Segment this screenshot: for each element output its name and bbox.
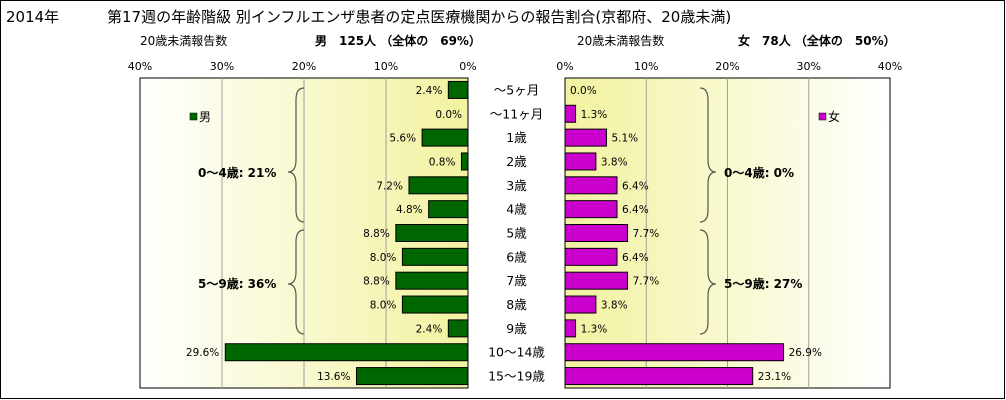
male-bar xyxy=(401,247,469,266)
female-brace-0-4 xyxy=(699,87,717,223)
category-label: 5歳 xyxy=(506,226,527,241)
female-bar xyxy=(564,367,754,386)
category-label: ～11ヶ月 xyxy=(490,106,543,121)
male-tick-label: 20% xyxy=(292,60,316,73)
female-total-label: 女 78人 （全体の 50%） xyxy=(738,33,896,48)
male-value-label: 29.6% xyxy=(186,347,219,359)
male-value-label: 8.8% xyxy=(363,276,390,288)
male-value-label: 8.0% xyxy=(370,300,397,312)
male-bracket-label-5-9: 5～9歳: 36% xyxy=(198,276,276,291)
category-label: 8歳 xyxy=(506,297,527,312)
category-label: ～5ヶ月 xyxy=(494,82,539,97)
female-value-label: 6.4% xyxy=(622,180,649,192)
male-brace-0-4 xyxy=(287,87,305,223)
male-value-label: 0.0% xyxy=(435,109,462,121)
male-brace-5-9 xyxy=(287,229,305,335)
male-value-label: 4.8% xyxy=(396,204,423,216)
male-bar xyxy=(395,271,469,290)
female-value-label: 1.3% xyxy=(581,109,608,121)
category-labels: ～5ヶ月 ～11ヶ月 1歳 2歳 3歳 4歳 5歳 6歳 7歳 8歳 9歳 10～14歳 15～19歳 xyxy=(488,82,545,383)
category-label: 3歳 xyxy=(506,178,527,193)
female-tick-label: 20% xyxy=(715,60,739,73)
chart-title: 第17週の年齢階級 別インフルエンザ患者の定点医療機関からの報告割合(京都府、2… xyxy=(107,8,731,26)
female-bracket-label-0-4: 0～4歳: 0% xyxy=(724,165,794,180)
female-bar xyxy=(564,295,597,314)
category-label: 10～14歳 xyxy=(488,345,545,360)
female-bar xyxy=(564,247,618,266)
category-label: 15～19歳 xyxy=(488,369,545,384)
female-legend-swatch xyxy=(818,112,827,121)
male-bar xyxy=(224,343,469,362)
female-bar xyxy=(564,104,577,123)
female-bracket-label-5-9: 5～9歳: 27% xyxy=(724,276,802,291)
male-value-label: 8.8% xyxy=(363,228,390,240)
female-value-label: 26.9% xyxy=(789,347,822,359)
male-bar xyxy=(421,128,469,147)
female-bar xyxy=(564,319,577,338)
male-value-label: 0.8% xyxy=(429,156,456,168)
female-bar xyxy=(564,271,629,290)
bars: 2.4% 0.0% 0.0% 1.3% 5.6% 5.1% 0.8% 3.8% 7.2% 6.4%… xyxy=(186,80,822,386)
female-bar xyxy=(564,176,618,195)
female-value-label: 0.0% xyxy=(570,85,597,97)
chart-year: 2014年 xyxy=(6,8,59,26)
male-tick-label: 40% xyxy=(128,60,152,73)
category-label: 1歳 xyxy=(506,130,527,145)
female-bar xyxy=(564,152,597,171)
female-tick-label: 10% xyxy=(634,60,658,73)
female-value-label: 5.1% xyxy=(611,133,638,145)
category-label: 9歳 xyxy=(506,321,527,336)
female-value-label: 6.4% xyxy=(622,252,649,264)
female-tick-label: 30% xyxy=(797,60,821,73)
female-value-label: 6.4% xyxy=(622,204,649,216)
male-bar xyxy=(408,176,469,195)
female-value-label: 3.8% xyxy=(601,156,628,168)
male-bar xyxy=(447,80,469,99)
male-bracket-label-0-4: 0～4歳: 21% xyxy=(198,165,276,180)
category-label: 2歳 xyxy=(506,154,527,169)
female-value-label: 7.7% xyxy=(633,228,660,240)
category-label: 6歳 xyxy=(506,249,527,264)
female-value-label: 23.1% xyxy=(758,371,791,383)
male-bar xyxy=(355,367,469,386)
male-bar xyxy=(447,319,469,338)
male-total-label: 男 125人 （全体の 69%） xyxy=(315,33,481,48)
female-bar xyxy=(564,200,618,219)
male-value-label: 7.2% xyxy=(376,180,403,192)
male-bar xyxy=(428,200,469,219)
female-count-label: 20歳未満報告数 xyxy=(577,33,664,48)
female-legend-label: 女 xyxy=(828,109,840,124)
male-tick-label: 30% xyxy=(210,60,234,73)
axis-ticks: 40% 30% 20% 10% 0% 0% 10% 20% 30% 40% xyxy=(128,60,902,73)
male-value-label: 8.0% xyxy=(370,252,397,264)
male-bar xyxy=(401,295,469,314)
category-label: 4歳 xyxy=(506,202,527,217)
female-value-label: 7.7% xyxy=(633,276,660,288)
male-tick-label: 10% xyxy=(374,60,398,73)
male-bar xyxy=(460,152,469,171)
female-value-label: 3.8% xyxy=(601,300,628,312)
female-tick-label: 0% xyxy=(556,60,573,73)
male-tick-label: 0% xyxy=(459,60,476,73)
male-value-label: 5.6% xyxy=(389,133,416,145)
female-value-label: 1.3% xyxy=(581,323,608,335)
male-bar xyxy=(395,224,469,242)
male-legend-label: 男 xyxy=(199,110,211,124)
male-value-label: 13.6% xyxy=(317,371,350,383)
female-bar xyxy=(564,128,607,147)
female-bar xyxy=(564,224,629,242)
male-value-label: 2.4% xyxy=(416,323,443,335)
male-value-label: 2.4% xyxy=(416,85,443,97)
male-count-label: 20歳未満報告数 xyxy=(140,33,227,48)
category-label: 7歳 xyxy=(506,273,527,288)
male-legend-swatch xyxy=(189,112,198,121)
female-bar xyxy=(564,343,785,362)
female-brace-5-9 xyxy=(699,229,717,335)
grid-lines xyxy=(221,78,810,388)
female-tick-label: 40% xyxy=(878,60,902,73)
